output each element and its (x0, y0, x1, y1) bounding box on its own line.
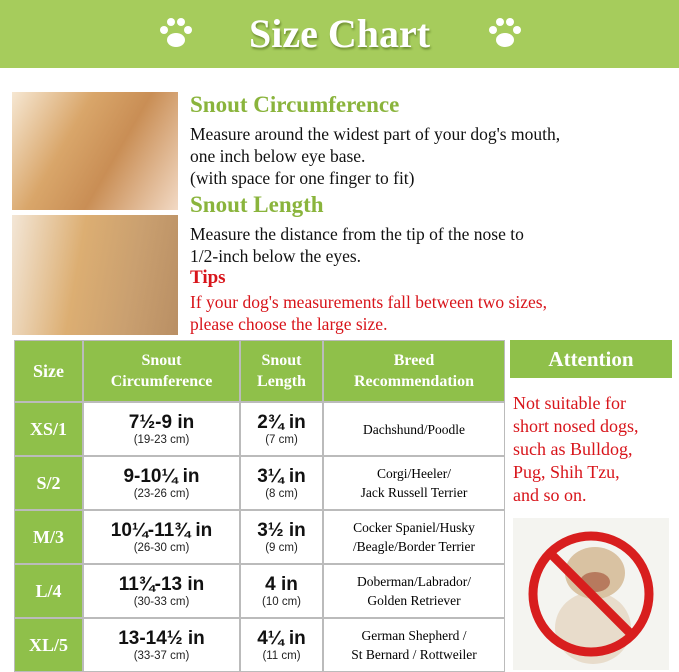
photo-snout-length (12, 215, 178, 335)
section-text: (with space for one finger to fit) (190, 168, 415, 188)
title: Size Chart (248, 11, 431, 56)
breed-cell: German Shepherd / St Bernard / Rottweiler (323, 618, 505, 672)
breed-text: Cocker Spaniel/Husky (353, 520, 475, 535)
header-text: Length (257, 373, 306, 390)
circumference-in: 13-14½ in (118, 628, 205, 649)
circumference-cell: 10¼-11¾ in (26-30 cm) (83, 510, 240, 564)
size-text: XS/1 (29, 418, 67, 439)
header-text: Recommendation (354, 373, 474, 390)
paw-icon (160, 18, 192, 47)
table-header: Snout Length (240, 340, 323, 402)
breed-cell: Doberman/Labrador/Golden Retriever (323, 564, 505, 618)
circumference-cm: (33-37 cm) (133, 650, 190, 662)
size-text: L/4 (35, 580, 62, 601)
circumference-cm: (23-26 cm) (133, 488, 190, 500)
length-in: 3¼ in (257, 466, 306, 487)
circumference-in: 7½-9 in (128, 412, 195, 433)
breed-text: Jack Russell Terrier (360, 485, 468, 500)
circumference-cm: (19-23 cm) (133, 434, 190, 446)
attention-line: such as Bulldog, (513, 439, 633, 459)
size-text: XL/5 (28, 634, 68, 655)
attention-heading: Attention (510, 340, 672, 378)
size-cell: M/3 (14, 510, 83, 564)
length-in: 4¼ in (257, 628, 306, 649)
size-cell: L/4 (14, 564, 83, 618)
circumference-cm: (26-30 cm) (133, 542, 190, 554)
size-cell: XS/1 (14, 402, 83, 456)
section-text: one inch below eye base. (190, 146, 366, 166)
attention-line: and so on. (513, 485, 587, 505)
breed-text: St Bernard / Rottweiler (351, 647, 477, 662)
size-text: M/3 (33, 526, 64, 547)
section-text: 1/2-inch below the eyes. (190, 246, 362, 266)
attention-line: Pug, Shih Tzu, (513, 462, 620, 482)
circumference-cell: 13-14½ in (33-37 cm) (83, 618, 240, 672)
size-cell: XL/5 (14, 618, 83, 672)
size-text: S/2 (36, 472, 61, 493)
length-cm: (11 cm) (262, 650, 301, 662)
breed-cell: Dachshund/Poodle (323, 402, 505, 456)
banner (0, 0, 679, 68)
length-cell: 4¼ in (11 cm) (240, 618, 323, 672)
tips-text: If your dog's measurements fall between … (190, 292, 547, 312)
breed-text: Dachshund/Poodle (363, 421, 465, 437)
tips-text: please choose the large size. (190, 314, 388, 334)
circumference-in: 10¼-11¾ in (110, 520, 213, 541)
size-cell: S/2 (14, 456, 83, 510)
header-text: Snout (141, 352, 182, 369)
breed-cell: Corgi/Heeler/Jack Russell Terrier (323, 456, 505, 510)
breed-text: Golden Retriever (367, 593, 461, 608)
length-cell: 3¼ in (8 cm) (240, 456, 323, 510)
length-cm: (7 cm) (265, 434, 298, 446)
section-heading: Snout Circumference (190, 92, 400, 117)
table-header: Snout Circumference (83, 340, 240, 402)
breed-text: Doberman/Labrador/ (357, 574, 471, 589)
header-text: Snout (261, 352, 302, 369)
breed-text: Corgi/Heeler/ (377, 466, 451, 481)
paw-icon (489, 18, 521, 47)
length-cm: (9 cm) (265, 542, 298, 554)
attention-line: short nosed dogs, (513, 416, 639, 436)
breed-text: German Shepherd / (361, 628, 467, 643)
circumference-cell: 9-10¼ in (23-26 cm) (83, 456, 240, 510)
breed-cell: Cocker Spaniel/Husky/Beagle/Border Terri… (323, 510, 505, 564)
section-text: Measure the distance from the tip of the… (190, 224, 524, 244)
header-text: Circumference (110, 373, 213, 390)
circumference-cm: (30-33 cm) (133, 596, 190, 608)
bulldog-photo (513, 518, 669, 670)
table-header: Size (14, 340, 83, 402)
header-text: Breed (393, 352, 435, 369)
length-cell: 3½ in (9 cm) (240, 510, 323, 564)
length-cm: (8 cm) (265, 488, 298, 500)
circumference-cell: 7½-9 in (19-23 cm) (83, 402, 240, 456)
breed-text: /Beagle/Border Terrier (352, 539, 476, 554)
circumference-in: 9-10¼ in (123, 466, 200, 487)
photo-snout-circumference (12, 92, 178, 210)
circumference-cell: 11¾-13 in (30-33 cm) (83, 564, 240, 618)
tips-heading: Tips (190, 267, 226, 288)
attention-line: Not suitable for (513, 393, 626, 413)
attention-text: Not suitable for short nosed dogs, such as… (513, 392, 639, 507)
length-cm: (10 cm) (262, 596, 301, 608)
length-cell: 2¾ in (7 cm) (240, 402, 323, 456)
length-in: 4 in (265, 574, 298, 595)
section-text: Measure around the widest part of your d… (190, 124, 561, 144)
circumference-in: 11¾-13 in (118, 574, 205, 595)
table-header: Breed Recommendation (323, 340, 505, 402)
size-table: Size Snout Circumference Snout Length Breed Re… (14, 340, 505, 672)
header-text: Size (33, 360, 64, 381)
length-in: 2¾ in (257, 412, 306, 433)
length-cell: 4 in (10 cm) (240, 564, 323, 618)
section-heading: Snout Length (190, 192, 324, 217)
length-in: 3½ in (257, 520, 306, 541)
